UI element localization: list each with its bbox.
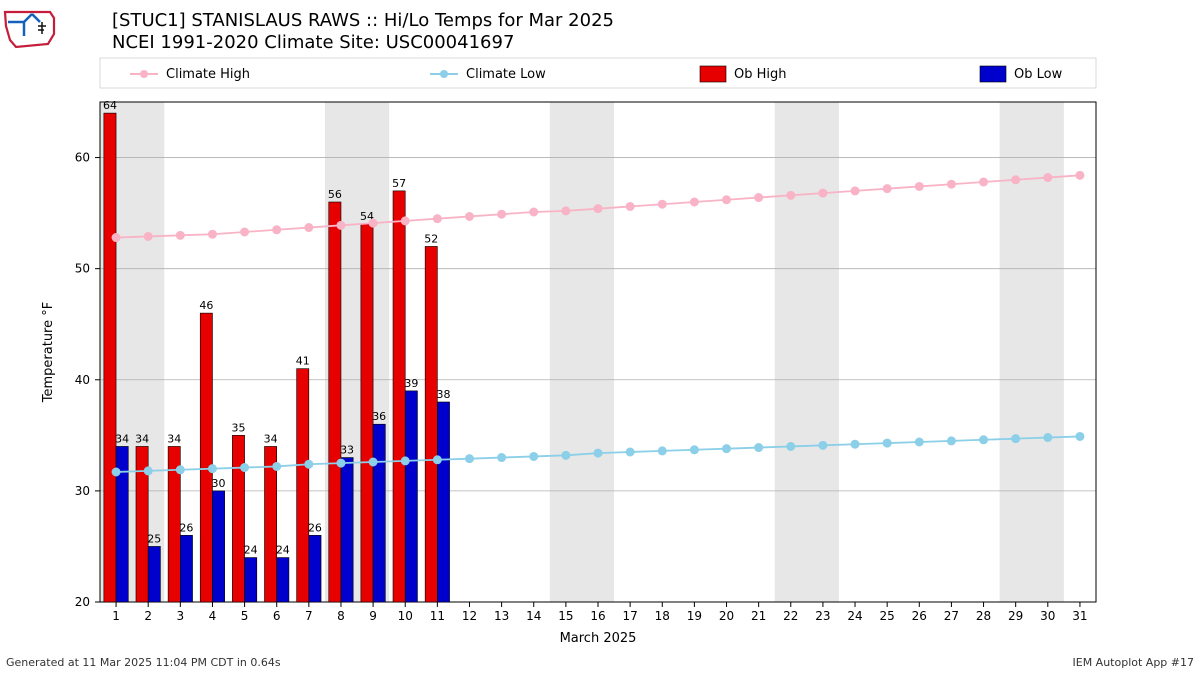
svg-text:21: 21	[751, 609, 766, 623]
svg-text:34: 34	[264, 432, 278, 445]
svg-text:19: 19	[687, 609, 702, 623]
svg-text:30: 30	[1040, 609, 1055, 623]
svg-text:10: 10	[398, 609, 413, 623]
svg-text:34: 34	[135, 432, 149, 445]
svg-text:March 2025: March 2025	[560, 631, 637, 646]
footer-appid: IEM Autoplot App #17	[1073, 656, 1195, 669]
svg-text:31: 31	[1072, 609, 1087, 623]
svg-text:52: 52	[424, 232, 438, 245]
svg-text:57: 57	[392, 177, 406, 190]
svg-text:36: 36	[372, 410, 386, 423]
svg-text:15: 15	[558, 609, 573, 623]
svg-text:25: 25	[147, 532, 161, 545]
svg-text:30: 30	[75, 484, 90, 498]
svg-text:41: 41	[296, 355, 310, 368]
svg-text:35: 35	[231, 421, 245, 434]
svg-text:46: 46	[199, 299, 213, 312]
footer-generated: Generated at 11 Mar 2025 11:04 PM CDT in…	[6, 656, 281, 669]
svg-text:56: 56	[328, 188, 342, 201]
svg-text:22: 22	[783, 609, 798, 623]
svg-text:27: 27	[944, 609, 959, 623]
svg-text:Ob High: Ob High	[734, 67, 787, 82]
svg-text:29: 29	[1008, 609, 1023, 623]
svg-text:24: 24	[244, 544, 258, 557]
svg-text:25: 25	[880, 609, 895, 623]
svg-text:9: 9	[369, 609, 377, 623]
svg-text:4: 4	[209, 609, 217, 623]
svg-text:20: 20	[75, 595, 90, 609]
svg-text:5: 5	[241, 609, 249, 623]
svg-text:14: 14	[526, 609, 541, 623]
svg-text:12: 12	[462, 609, 477, 623]
svg-text:6: 6	[273, 609, 281, 623]
svg-text:24: 24	[276, 544, 290, 557]
svg-text:64: 64	[103, 99, 117, 112]
svg-text:[STUC1] STANISLAUS RAWS :: Hi/: [STUC1] STANISLAUS RAWS :: Hi/Lo Temps f…	[112, 10, 614, 31]
svg-text:34: 34	[115, 432, 129, 445]
svg-text:Temperature °F: Temperature °F	[41, 302, 56, 403]
svg-text:3: 3	[177, 609, 185, 623]
svg-text:8: 8	[337, 609, 345, 623]
svg-text:18: 18	[655, 609, 670, 623]
svg-text:Climate High: Climate High	[166, 67, 250, 82]
svg-text:Ob Low: Ob Low	[1014, 67, 1063, 82]
svg-text:11: 11	[430, 609, 445, 623]
svg-text:23: 23	[815, 609, 830, 623]
svg-text:13: 13	[494, 609, 509, 623]
svg-text:26: 26	[179, 521, 193, 534]
svg-text:Climate Low: Climate Low	[466, 67, 546, 82]
svg-text:60: 60	[75, 151, 90, 165]
svg-text:28: 28	[976, 609, 991, 623]
svg-text:NCEI 1991-2020 Climate Site: U: NCEI 1991-2020 Climate Site: USC00041697	[112, 32, 514, 53]
temperature-chart: 2030405060123456789101112131415161718192…	[0, 0, 1200, 675]
svg-text:17: 17	[622, 609, 637, 623]
svg-text:24: 24	[847, 609, 862, 623]
svg-text:26: 26	[912, 609, 927, 623]
svg-text:7: 7	[305, 609, 313, 623]
svg-text:20: 20	[719, 609, 734, 623]
svg-text:40: 40	[75, 373, 90, 387]
svg-text:50: 50	[75, 262, 90, 276]
svg-text:16: 16	[590, 609, 605, 623]
svg-text:30: 30	[212, 477, 226, 490]
svg-text:33: 33	[340, 444, 354, 457]
svg-text:26: 26	[308, 521, 322, 534]
svg-text:1: 1	[112, 609, 120, 623]
svg-text:39: 39	[404, 377, 418, 390]
svg-text:2: 2	[144, 609, 152, 623]
svg-text:34: 34	[167, 432, 181, 445]
svg-text:38: 38	[436, 388, 450, 401]
